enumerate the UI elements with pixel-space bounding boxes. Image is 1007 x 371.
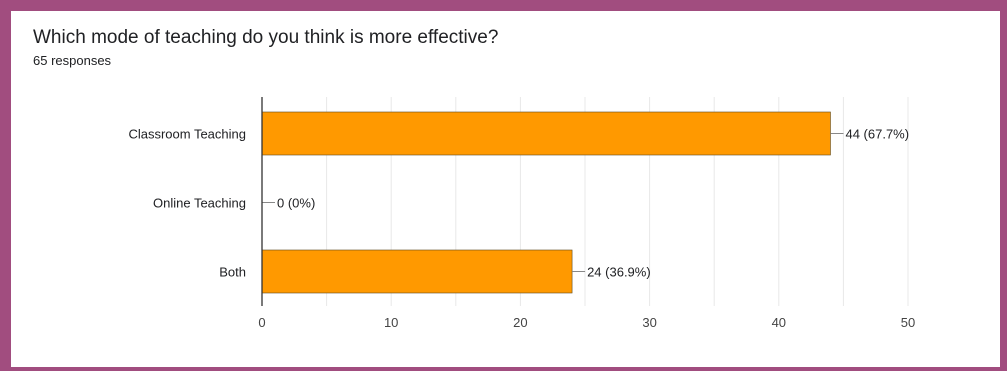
x-tick-label: 50 [901, 315, 915, 330]
x-tick-label: 0 [258, 315, 265, 330]
bar [261, 111, 831, 156]
category-label: Classroom Teaching [128, 127, 246, 142]
response-count: 65 responses [33, 53, 112, 68]
x-tick-label: 20 [513, 315, 527, 330]
question-title: Which mode of teaching do you think is m… [33, 27, 499, 48]
bar [261, 249, 573, 294]
x-tick-label: 40 [772, 315, 786, 330]
value-label: 24 (36.9%) [587, 265, 651, 280]
x-tick-label: 30 [642, 315, 656, 330]
category-label: Both [219, 265, 246, 280]
x-tick-label: 10 [384, 315, 398, 330]
category-label: Online Teaching [153, 196, 246, 211]
value-label: 44 (67.7%) [845, 127, 909, 142]
value-label: 0 (0%) [277, 196, 315, 211]
